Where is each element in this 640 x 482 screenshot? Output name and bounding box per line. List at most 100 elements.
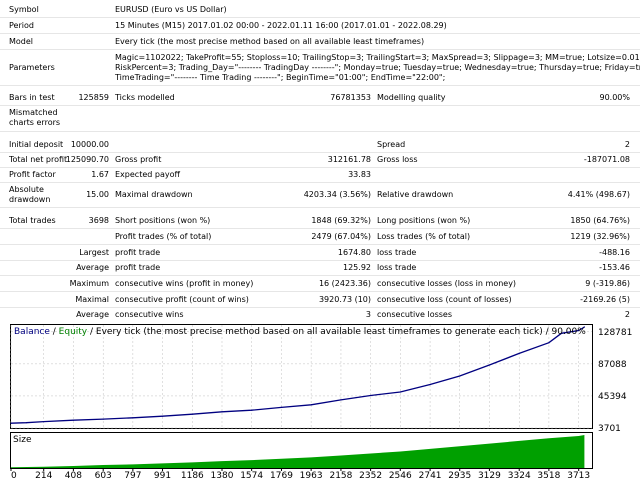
maximum-label: Maximum — [69, 279, 109, 288]
balance-point — [221, 411, 223, 413]
x-tick-label: 1186 — [181, 471, 204, 480]
legend-balance: Balance — [14, 327, 50, 337]
long-positions-label: Long positions (won %) — [377, 216, 471, 225]
x-tick-label: 3324 — [508, 471, 531, 480]
size-panel-label: Size — [13, 435, 32, 445]
x-tick-label: 3129 — [478, 471, 501, 480]
maximal-consecutive-loss-label: consecutive loss (count of losses) — [377, 295, 512, 304]
quality-value: 90.00% — [599, 93, 630, 102]
balance-point — [251, 409, 253, 411]
average-profit-label: profit trade — [115, 263, 161, 272]
model-value: Every tick (the most precise method base… — [115, 37, 425, 46]
average-consecutive-wins-label: consecutive wins — [115, 310, 184, 319]
parameters-line-2: RiskPercent=3; Trading_Day="-------- Tra… — [115, 63, 640, 72]
x-tick-label: 3713 — [567, 471, 590, 480]
loss-trades-label: Loss trades (% of total) — [377, 232, 471, 241]
average-profit-value: 125.92 — [343, 263, 371, 272]
average-consecutive-losses-label: consecutive losses — [377, 310, 453, 319]
relative-drawdown-value: 4.41% (498.67) — [567, 190, 630, 199]
x-tick-label: 603 — [95, 471, 112, 480]
balance-point — [518, 352, 520, 354]
long-positions-value: 1850 (64.76%) — [570, 216, 630, 225]
balance-point — [583, 326, 586, 328]
row-separator — [0, 275, 640, 276]
ticks-label: Ticks modelled — [115, 93, 175, 102]
maximal-consecutive-profit-value: 3920.73 (10) — [318, 295, 371, 304]
row-separator — [0, 105, 640, 106]
average-consecutive-label: Average — [76, 310, 109, 319]
x-tick-label: 1380 — [211, 471, 234, 480]
parameters-label: Parameters — [9, 63, 55, 72]
quality-label: Modelling quality — [377, 93, 446, 102]
row-separator — [0, 131, 640, 132]
spread-value: 2 — [624, 140, 630, 149]
x-tick-label: 3518 — [537, 471, 560, 480]
balance-point — [25, 422, 27, 424]
gross-loss-label: Gross loss — [377, 155, 418, 164]
x-tick-label: 2546 — [389, 471, 412, 480]
max-consecutive-losses-label: consecutive losses (loss in money) — [377, 279, 517, 288]
absolute-drawdown-label-2: drawdown — [9, 195, 51, 204]
x-tick-labels: 0 214 408 603 797 991 1186 1380 1574 1769 1963 2158… — [10, 468, 590, 481]
y-tick-labels: 128781 87088 45394 3701 — [598, 328, 632, 434]
parameters-line-1: Magic=1102022; TakeProfit=55; Stoploss=1… — [115, 53, 640, 62]
y-tick-label: 128781 — [598, 328, 632, 338]
balance-point — [102, 418, 104, 420]
x-tick-label: 2352 — [359, 471, 382, 480]
balance-point — [280, 406, 283, 408]
net-profit-value: 125090.70 — [65, 155, 109, 164]
balance-point — [132, 417, 134, 419]
x-tick-label: 1574 — [240, 471, 263, 480]
row-separator — [0, 260, 640, 261]
size-area — [11, 435, 585, 468]
y-tick-label: 87088 — [598, 360, 627, 370]
chart-legend: Balance / Equity / Every tick (the most … — [14, 327, 586, 337]
symbol-label: Symbol — [9, 5, 39, 14]
short-positions-label: Short positions (won %) — [115, 216, 211, 225]
total-trades-label: Total trades — [9, 216, 56, 225]
bars-label: Bars in test — [9, 93, 55, 102]
balance-point — [340, 399, 342, 401]
spread-label: Spread — [377, 140, 406, 149]
row-separator — [0, 182, 640, 183]
balance-point — [548, 342, 550, 344]
maximal-consecutive-profit-label: consecutive profit (count of wins) — [115, 295, 249, 304]
y-tick-label: 3701 — [598, 424, 621, 434]
initial-deposit-value: 10000.00 — [70, 140, 109, 149]
row-separator — [0, 33, 640, 34]
main-panel — [10, 324, 593, 429]
average-consecutive-losses-value: 2 — [624, 310, 630, 319]
symbol-value: EURUSD (Euro vs US Dollar) — [115, 5, 227, 14]
period-value: 15 Minutes (M15) 2017.01.02 00:00 - 2022… — [115, 21, 447, 30]
short-positions-value: 1848 (69.32%) — [311, 216, 371, 225]
balance-point — [72, 419, 74, 421]
maximal-consecutive-loss-value: -2169.26 (5) — [580, 295, 630, 304]
x-tick-label: 2158 — [329, 471, 352, 480]
row-separator — [0, 17, 640, 18]
gross-profit-value: 312161.78 — [327, 155, 371, 164]
gross-profit-label: Gross profit — [115, 155, 162, 164]
profit-factor-value: 1.67 — [91, 170, 109, 179]
x-tick-label: 2741 — [419, 471, 442, 480]
loss-trades-value: 1219 (32.96%) — [570, 232, 630, 241]
grid-layer — [10, 325, 592, 429]
row-separator — [0, 228, 640, 229]
balance-point — [578, 329, 580, 332]
max-consecutive-losses-value: 9 (-319.86) — [585, 279, 630, 288]
balance-point — [459, 375, 461, 377]
balance-point — [10, 422, 12, 424]
balance-point — [370, 394, 372, 397]
parameters-line-3: TimeTrading="-------- Time Trading -----… — [115, 73, 446, 82]
balance-point — [310, 404, 312, 406]
profit-trades-value: 2479 (67.04%) — [311, 232, 371, 241]
initial-deposit-label: Initial deposit — [9, 140, 64, 149]
average-loss-value: -153.46 — [599, 263, 630, 272]
x-tick-label: 991 — [154, 471, 171, 480]
period-label: Period — [9, 21, 34, 30]
mismatched-label-2: charts errors — [9, 118, 61, 127]
balance-chart: 128781 87088 45394 3701 0 214 408 603 797 991 118… — [8, 322, 632, 481]
net-profit-label: Total net profit — [9, 155, 68, 164]
row-separator — [0, 307, 640, 308]
gross-loss-value: -187071.08 — [583, 155, 630, 164]
model-label: Model — [9, 37, 34, 46]
